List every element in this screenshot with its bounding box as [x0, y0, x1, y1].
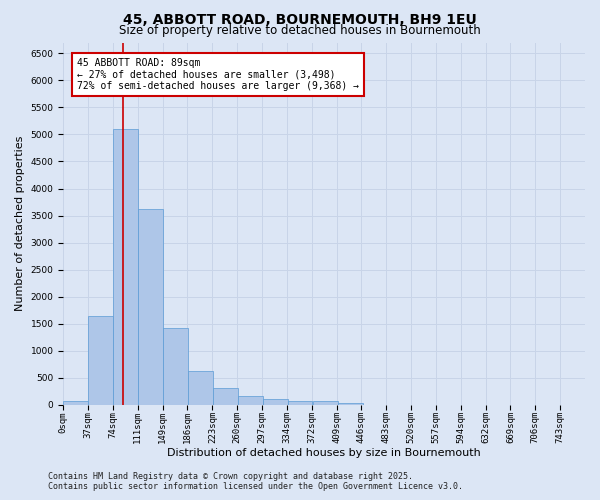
Bar	[88, 316, 113, 405]
Bar	[213, 388, 238, 405]
Bar	[138, 209, 163, 405]
Bar	[263, 400, 287, 405]
X-axis label: Distribution of detached houses by size in Bournemouth: Distribution of detached houses by size …	[167, 448, 481, 458]
Bar	[63, 401, 88, 405]
Bar	[113, 129, 138, 405]
Bar	[313, 402, 338, 405]
Bar	[238, 396, 263, 405]
Bar	[338, 403, 363, 405]
Text: 45, ABBOTT ROAD, BOURNEMOUTH, BH9 1EU: 45, ABBOTT ROAD, BOURNEMOUTH, BH9 1EU	[123, 12, 477, 26]
Text: Size of property relative to detached houses in Bournemouth: Size of property relative to detached ho…	[119, 24, 481, 37]
Y-axis label: Number of detached properties: Number of detached properties	[15, 136, 25, 312]
Bar	[163, 328, 188, 405]
Text: Contains HM Land Registry data © Crown copyright and database right 2025.
Contai: Contains HM Land Registry data © Crown c…	[48, 472, 463, 491]
Bar	[287, 401, 313, 405]
Bar	[188, 372, 213, 405]
Text: 45 ABBOTT ROAD: 89sqm
← 27% of detached houses are smaller (3,498)
72% of semi-d: 45 ABBOTT ROAD: 89sqm ← 27% of detached …	[77, 58, 359, 91]
